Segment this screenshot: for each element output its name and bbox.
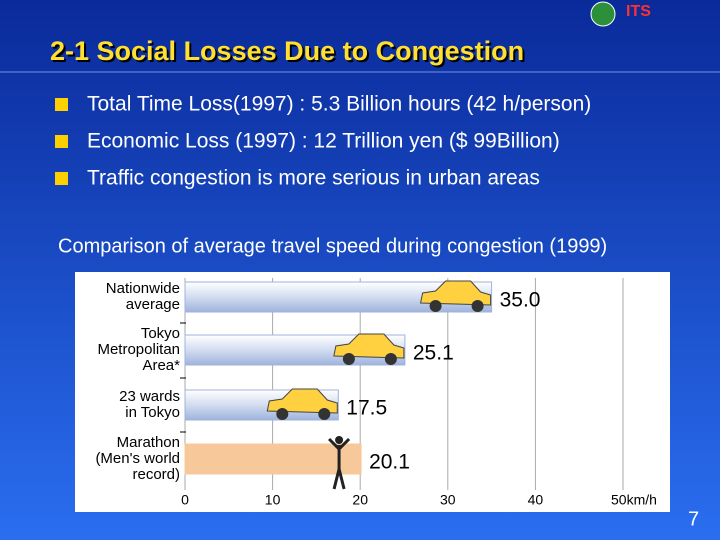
value-label: 20.1 bbox=[369, 451, 410, 474]
bullet-text: Total Time Loss(1997) : 5.3 Billion hour… bbox=[87, 93, 591, 116]
x-tick-label: 10 bbox=[265, 492, 281, 508]
x-tick-label: 40 bbox=[528, 492, 544, 508]
bullet-marker bbox=[55, 172, 68, 185]
bullet-text: Traffic congestion is more serious in ur… bbox=[87, 167, 540, 190]
car-icon bbox=[266, 388, 338, 420]
y-tick-label: Tokyo Metropolitan Area* bbox=[97, 325, 180, 374]
car-wheel bbox=[384, 353, 397, 365]
car-wheel bbox=[318, 408, 331, 420]
runner-head bbox=[335, 436, 344, 444]
page-number: 7 bbox=[688, 508, 699, 530]
chart-title: Comparison of average travel speed durin… bbox=[58, 235, 607, 257]
x-tick-label: 30 bbox=[440, 492, 456, 508]
value-label: 17.5 bbox=[346, 397, 387, 420]
x-tick-label: 20 bbox=[352, 492, 368, 508]
chart: 0 10 20 30 40 50km/h Nationwide average 35.0 Toky… bbox=[95, 278, 657, 508]
car-icon bbox=[333, 333, 405, 365]
bullet-list: Total Time Loss(1997) : 5.3 Billion hour… bbox=[55, 93, 591, 190]
x-tick-label: 50km/h bbox=[611, 492, 657, 508]
car-icon bbox=[419, 280, 492, 312]
car-body bbox=[266, 388, 338, 414]
value-label: 25.1 bbox=[413, 342, 454, 365]
logo: ITS bbox=[626, 3, 651, 20]
car-wheel bbox=[429, 300, 442, 312]
car-wheel bbox=[276, 408, 289, 420]
car-wheel bbox=[471, 300, 484, 312]
car-body bbox=[419, 280, 492, 306]
y-tick-label: 23 wards in Tokyo bbox=[119, 388, 180, 421]
y-tick-label: Nationwide average bbox=[106, 280, 180, 313]
bullet-text: Economic Loss (1997) : 12 Trillion yen (… bbox=[87, 130, 560, 153]
title-shadow: 2-1 Social Losses Due to Congestion bbox=[52, 38, 526, 68]
value-label: 35.0 bbox=[500, 289, 541, 312]
bar bbox=[184, 443, 362, 475]
slide-title: 2-1 Social Losses Due to Congestion bbox=[50, 36, 524, 66]
runner-icon bbox=[328, 437, 351, 490]
logo-globe bbox=[590, 1, 616, 27]
x-tick-label: 0 bbox=[181, 492, 189, 508]
car-wheel bbox=[342, 353, 355, 365]
bullet-marker bbox=[55, 135, 68, 148]
y-tick-label: Marathon (Men's world record) bbox=[95, 434, 180, 483]
bullet-marker bbox=[55, 98, 68, 111]
car-body bbox=[333, 333, 405, 359]
